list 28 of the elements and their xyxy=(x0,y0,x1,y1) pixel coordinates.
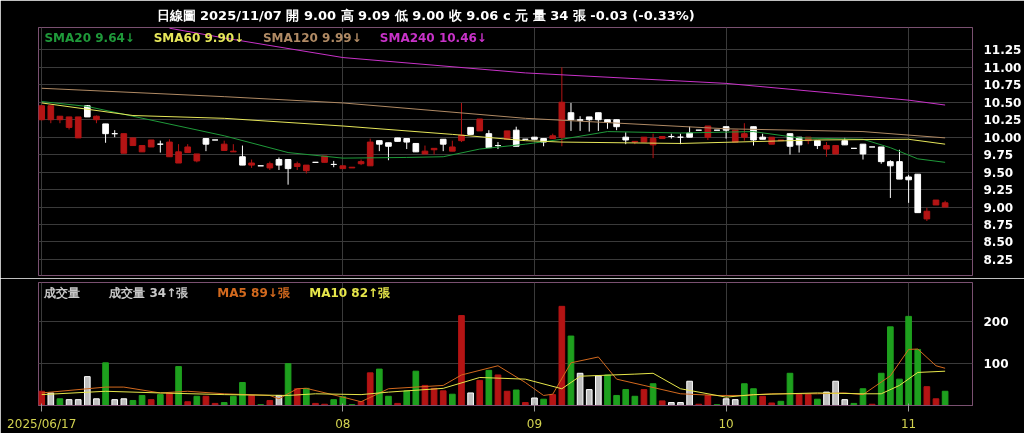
y-tick-label: 10.50 xyxy=(983,95,1022,110)
y-tick-label: 11.25 xyxy=(983,43,1022,58)
y-tick-label: 8.75 xyxy=(983,218,1014,232)
y-tick-label: 9.25 xyxy=(983,183,1014,198)
y-tick-label: 9.75 xyxy=(983,148,1014,163)
y-tick-label: 9.50 xyxy=(983,165,1014,180)
text: MA10 82↑張 xyxy=(309,286,392,301)
y-tick-label: 11.00 xyxy=(983,60,1022,75)
y-tick-label: 200 xyxy=(983,315,1009,330)
text: SMA20 9.64↓ xyxy=(44,31,135,46)
text: SMA120 9.99↓ xyxy=(262,31,362,46)
text: MA5 89↓張 xyxy=(217,286,291,301)
y-tick-label: 10.00 xyxy=(983,130,1022,145)
y-tick-label: 8.50 xyxy=(983,235,1014,250)
x-tick-label: 08 xyxy=(335,416,351,431)
x-tick-label: 11 xyxy=(900,416,917,431)
x-tick-label: 2025/06/17 xyxy=(7,416,77,431)
x-tick-label: 10 xyxy=(718,416,734,431)
series-label: SMA240 10.46↓ xyxy=(379,31,487,46)
chart-title: 日線圖 2025/11/07 開 9.00 高 9.09 低 9.00 收 9.06 c 元 量 34 張 -0.03 (-0.33%) xyxy=(156,7,695,23)
text: 成交量 34↑張 xyxy=(108,286,190,301)
y-tick-label: 10.75 xyxy=(983,78,1022,93)
y-tick-label: 9.00 xyxy=(983,200,1014,215)
chart-title: 成交量 xyxy=(43,286,81,301)
y-tick-label: 10.25 xyxy=(983,113,1022,128)
y-tick-label: 100 xyxy=(983,357,1009,372)
y-tick-label: 8.25 xyxy=(983,252,1014,267)
x-tick-label: 09 xyxy=(526,416,543,431)
